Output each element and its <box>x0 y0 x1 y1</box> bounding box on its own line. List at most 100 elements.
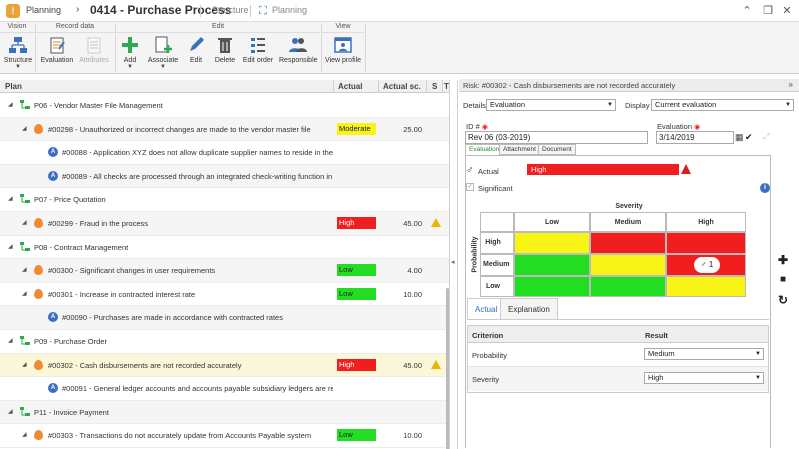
column-header-result: Result <box>645 331 668 340</box>
chevron-down-icon: ▼ <box>785 102 791 108</box>
edit-order-button[interactable]: Edit order <box>241 35 275 73</box>
add-label: Add <box>123 57 137 64</box>
details-label: Details <box>463 101 486 110</box>
column-header-plan[interactable]: Plan <box>5 82 22 91</box>
expand-toggle-icon[interactable]: ◢ <box>22 290 27 297</box>
significant-checkbox[interactable]: ✓ <box>466 183 474 191</box>
expand-toggle-icon[interactable]: ◢ <box>22 361 27 368</box>
tab-document[interactable]: Document <box>538 144 576 155</box>
checkmark-icon[interactable]: ✔ <box>745 132 753 142</box>
control-row[interactable]: A #00088 - Application XYZ does not allow… <box>0 141 449 165</box>
structure-button[interactable]: Structure ▼ <box>3 35 33 73</box>
calendar-icon[interactable]: ▦ <box>735 132 744 142</box>
row-label: #00091 - General ledger accounts and acc… <box>62 384 333 394</box>
process-row[interactable]: ◢ P07 - Price Quotation <box>0 188 449 212</box>
add-icon[interactable]: ✚ <box>777 253 789 267</box>
column-header-s[interactable]: S <box>432 82 438 91</box>
details-select[interactable]: Evaluation ▼ <box>486 99 616 111</box>
plus-icon <box>122 37 138 53</box>
structure-label: Structure <box>3 57 33 64</box>
row-label: #00302 - Cash disbursements are not reco… <box>48 360 242 370</box>
risk-row[interactable]: ◢ #00299 - Fraud in the process High 45.00 <box>0 212 449 236</box>
attributes-button[interactable]: Attributes <box>77 35 111 73</box>
risk-row[interactable]: ◢ #00298 - Unauthorized or incorrect chan… <box>0 117 449 142</box>
column-header-actual-sc[interactable]: Actual sc. <box>383 82 421 91</box>
edit-label: Edit <box>189 57 203 64</box>
tab-evaluation[interactable]: Evaluation <box>465 144 504 155</box>
actual-score: 4.00 <box>407 266 422 276</box>
expand-panel-icon[interactable]: » <box>788 80 793 89</box>
control-row[interactable]: A #00091 - General ledger accounts and ac… <box>0 377 449 401</box>
expand-toggle-icon[interactable]: ◢ <box>8 338 13 344</box>
id-label: ID # ◉ <box>466 122 488 131</box>
edit-button[interactable]: Edit <box>185 35 207 73</box>
responsible-button[interactable]: Responsible <box>279 35 318 73</box>
grid-scrollbar[interactable] <box>446 288 449 449</box>
tab-attachment[interactable]: Attachment <box>499 144 540 155</box>
evaluation-date-field[interactable]: 3/14/2019 <box>656 131 734 144</box>
expand-toggle-icon[interactable]: ◢ <box>8 243 13 250</box>
row-label: #00089 - All checks are processed throug… <box>62 171 333 181</box>
planning-link[interactable]: Planning <box>272 5 308 15</box>
responsible-label: Responsible <box>279 57 318 64</box>
collapse-icon[interactable]: ⌃ <box>742 5 752 17</box>
risk-level-badge: Low <box>337 287 376 300</box>
risk-icon <box>34 288 43 299</box>
control-row[interactable]: A #00089 - All checks are processed throu… <box>0 164 449 189</box>
structure-link[interactable]: Structure <box>212 5 249 15</box>
expand-toggle-icon[interactable]: ◢ <box>8 408 13 415</box>
tab-explanation[interactable]: Explanation <box>500 298 558 320</box>
breadcrumb-app[interactable]: Planning <box>26 5 62 15</box>
column-header-actual[interactable]: Actual <box>338 82 363 91</box>
evaluation-button[interactable]: Evaluation <box>40 35 74 73</box>
splitter-handle-icon[interactable]: ◂ <box>451 259 455 266</box>
restore-window-icon[interactable]: ❐ <box>763 5 773 17</box>
expand-toggle-icon[interactable]: ◢ <box>22 125 27 132</box>
save-icon[interactable]: ■ <box>779 274 787 285</box>
control-icon: A <box>48 312 58 323</box>
expand-toggle-icon[interactable]: ◢ <box>8 102 13 108</box>
matrix-cell-high-low <box>514 232 590 254</box>
criteria-row: Severity High ▼ <box>468 367 768 391</box>
expand-toggle-icon[interactable]: ◢ <box>22 220 27 226</box>
process-row[interactable]: ◢ P11 - Invoice Payment <box>0 400 449 425</box>
expand-toggle-icon[interactable]: ◢ <box>22 267 27 274</box>
column-header-t[interactable]: T <box>444 82 449 91</box>
risk-level-badge: High <box>337 217 376 229</box>
severity-select[interactable]: High ▼ <box>644 372 764 384</box>
profile-icon <box>334 37 352 53</box>
risk-row[interactable]: ◢ #00300 - Significant changes in user re… <box>0 259 449 283</box>
process-row[interactable]: ◢ P06 - Vendor Master File Management <box>0 94 449 118</box>
actual-level-bar: High <box>527 164 679 175</box>
attributes-icon <box>87 37 101 54</box>
risk-row[interactable]: ◢ #00301 - Increase in contracted interes… <box>0 283 449 307</box>
fullscreen-icon[interactable]: ⤢ <box>763 132 770 141</box>
view-profile-button[interactable]: View profile <box>324 35 362 73</box>
risk-row[interactable]: ◢ #00302 - Cash disbursements are not rec… <box>0 353 449 378</box>
probability-select[interactable]: Medium ▼ <box>644 348 764 360</box>
associate-button[interactable]: Associate ▼ <box>146 35 180 73</box>
close-icon[interactable]: ✕ <box>782 5 792 17</box>
process-row[interactable]: ◢ P08 - Contract Management <box>0 236 449 260</box>
refresh-icon[interactable]: ↻ <box>777 293 789 307</box>
actual-score: 45.00 <box>403 219 422 228</box>
process-row[interactable]: ◢ P09 - Purchase Order <box>0 330 449 354</box>
risk-row[interactable]: ◢ #00303 - Transactions do not accurately… <box>0 424 449 448</box>
add-button[interactable]: Add ▼ <box>118 35 142 73</box>
risk-icon <box>34 123 43 134</box>
actual-marker-icon: ♂ <box>466 165 474 176</box>
info-icon[interactable]: i <box>760 183 770 193</box>
risk-icon <box>34 430 43 441</box>
display-label: Display <box>625 101 650 110</box>
expand-toggle-icon[interactable]: ◢ <box>22 432 27 439</box>
row-label: P08 - Contract Management <box>34 242 129 252</box>
id-field[interactable]: Rev 06 (03-2019) <box>465 131 648 144</box>
delete-button[interactable]: Delete <box>212 35 238 73</box>
matrix-cell-medium-medium <box>590 254 666 276</box>
expand-toggle-icon[interactable]: ◢ <box>8 196 13 203</box>
control-row[interactable]: A #00090 - Purchases are made in accordan… <box>0 306 449 330</box>
control-icon: A <box>48 170 58 181</box>
criterion-name: Severity <box>472 375 500 384</box>
matrix-cell-low-low <box>514 276 590 297</box>
display-select[interactable]: Current evaluation ▼ <box>651 99 794 111</box>
